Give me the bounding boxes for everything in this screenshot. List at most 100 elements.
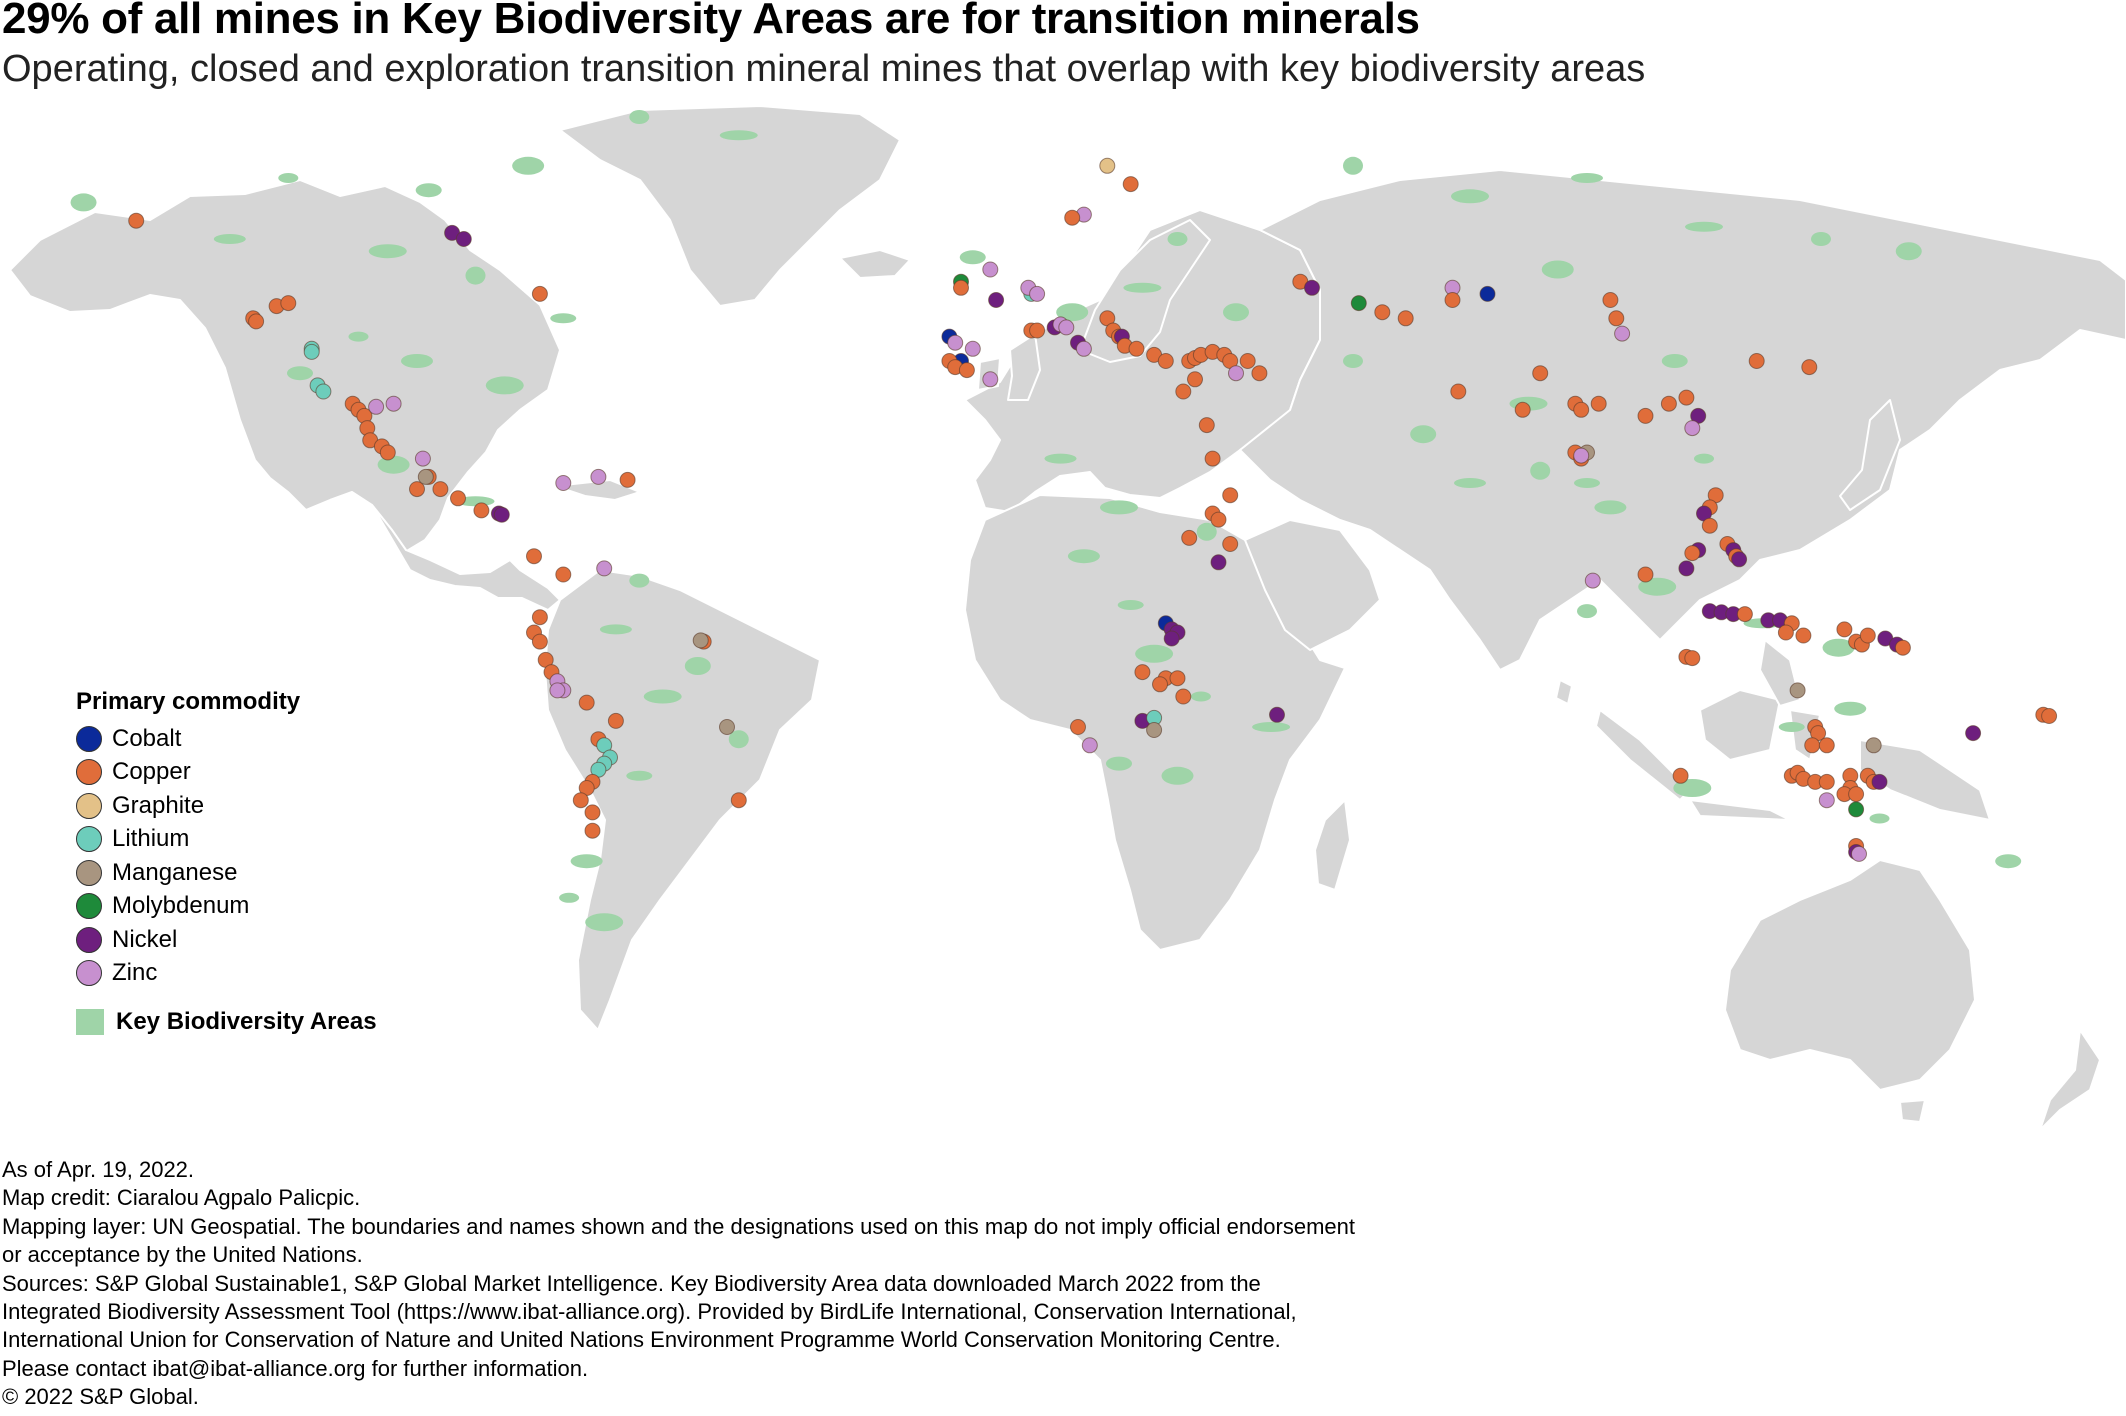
mine-marker-copper [1128, 340, 1145, 357]
kba-patch [1541, 260, 1574, 279]
mine-marker-copper [1678, 389, 1695, 406]
kba-patch [559, 892, 580, 903]
kba-patch [1574, 478, 1600, 488]
mine-marker-copper [1181, 529, 1198, 546]
kba-patch [1343, 156, 1363, 175]
kba-patch [1869, 813, 1890, 824]
mine-marker-copper [1070, 719, 1086, 735]
north-america-land [9, 179, 561, 553]
kba-patch [1530, 461, 1551, 480]
map-subtitle: Operating, closed and exploration transi… [2, 48, 1646, 90]
mine-marker-copper [1804, 737, 1821, 754]
kba-patch [287, 366, 313, 381]
kba-patch [1811, 232, 1831, 246]
footnote-line: As of Apr. 19, 2022. [2, 1157, 195, 1182]
kba-swatch [76, 1009, 104, 1035]
legend-item-molybdenum: Molybdenum [76, 890, 377, 924]
mine-marker-copper [1608, 310, 1625, 327]
world-map [9, 105, 2126, 1131]
kba-patch [684, 657, 711, 675]
sumatra-land [1595, 709, 1691, 801]
kba-patch [278, 173, 299, 183]
mine-marker-copper [1029, 322, 1046, 339]
tasmania-land [1899, 1099, 1926, 1123]
kba-patch [1638, 577, 1677, 596]
mine-marker-zinc [1573, 447, 1590, 464]
mine-marker-copper [1894, 639, 1911, 656]
mine-marker-copper [1836, 621, 1853, 638]
kba-patch [213, 234, 246, 244]
kba-patch [1044, 453, 1077, 464]
kba-patch [70, 193, 97, 212]
kba-patch [1223, 303, 1249, 322]
japan-land [1839, 399, 1901, 511]
mine-marker-nickel [1871, 773, 1888, 790]
kba-patch [1995, 854, 2022, 869]
mine-marker-copper [1736, 606, 1753, 623]
mine-marker-manganese [417, 468, 434, 485]
mine-marker-zinc [1584, 572, 1601, 589]
legend-item-cobalt: Cobalt [76, 722, 377, 756]
mine-marker-copper [1684, 650, 1701, 667]
australia-land [1724, 859, 1976, 1091]
kba-patch [1117, 600, 1144, 610]
mine-marker-copper [578, 694, 595, 711]
mine-marker-zinc [1075, 340, 1092, 357]
kba-patch [1067, 549, 1100, 564]
kba-patch [1056, 303, 1089, 322]
map-title: 29% of all mines in Key Biodiversity Are… [2, 0, 1420, 43]
kba-patch [1694, 453, 1714, 464]
mine-marker-copper [1701, 517, 1718, 534]
kba-patch [1343, 354, 1363, 368]
kba-patch [1100, 500, 1138, 515]
mine-marker-zinc [590, 468, 607, 485]
mine-marker-zinc [1228, 365, 1244, 382]
kba-patch [550, 313, 577, 324]
mine-marker-copper [958, 362, 975, 379]
mine-marker-zinc [385, 395, 402, 412]
legend-title: Primary commodity [76, 688, 301, 715]
mine-marker-zinc [1614, 325, 1631, 342]
mine-marker-manganese [1865, 737, 1882, 754]
mine-marker-copper [526, 548, 542, 565]
kba-patch [368, 244, 407, 259]
legend-item-kba: Key Biodiversity Areas [76, 1008, 377, 1036]
kba-patch [415, 183, 442, 198]
mine-marker-copper [607, 712, 624, 729]
mine-marker-copper [2041, 708, 2058, 724]
mine-marker-zinc [596, 560, 613, 577]
mine-marker-copper [1672, 767, 1689, 784]
kba-patch [629, 573, 650, 588]
legend-label: Copper [112, 758, 191, 786]
kba-patch [1135, 644, 1174, 663]
mine-marker-copper [1251, 365, 1268, 382]
kba-patch [1196, 522, 1217, 541]
mine-marker-nickel [1163, 630, 1180, 647]
mine-marker-copper [1660, 395, 1677, 412]
legend-item-graphite: Graphite [76, 789, 377, 823]
arabia-land [1244, 519, 1381, 651]
legend-label: Nickel [112, 925, 178, 953]
kba-patch [585, 913, 624, 932]
footnote-line: Please contact ibat@ibat-alliance.org fo… [2, 1355, 589, 1381]
mine-marker-copper [1169, 670, 1186, 687]
mine-marker-copper [1444, 292, 1461, 308]
mine-marker-nickel [1965, 725, 1982, 742]
mine-marker-copper [1450, 383, 1467, 400]
footnote-line: © 2022 S&P Global. [2, 1384, 199, 1410]
mine-marker-copper [953, 279, 969, 296]
mine-marker-copper [1187, 371, 1203, 388]
legend-label: Molybdenum [112, 892, 250, 920]
mine-marker-zinc [414, 450, 431, 467]
mine-marker-copper [1222, 536, 1239, 552]
kba-patch [626, 770, 653, 781]
mine-marker-nickel [1210, 554, 1227, 571]
key-biodiversity-areas-layer [70, 110, 2022, 932]
mine-marker-molybdenum [1350, 295, 1367, 312]
mine-marker-copper [1859, 627, 1876, 644]
mine-marker-zinc [982, 261, 999, 278]
mine-marker-copper [531, 285, 548, 302]
mine-marker-copper [432, 481, 449, 498]
mine-marker-nickel [1731, 551, 1748, 568]
mine-marker-copper [248, 313, 265, 330]
